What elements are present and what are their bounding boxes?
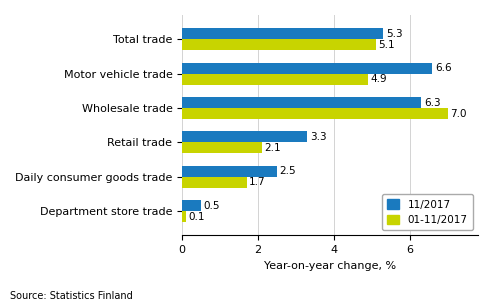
Text: 0.5: 0.5 [204, 201, 220, 211]
Bar [182, 166, 277, 177]
Bar [182, 131, 307, 143]
Text: 5.3: 5.3 [386, 29, 402, 39]
Bar [182, 108, 448, 119]
Text: 5.1: 5.1 [378, 40, 395, 50]
Legend: 11/2017, 01-11/2017: 11/2017, 01-11/2017 [382, 194, 473, 230]
Text: 4.9: 4.9 [371, 74, 387, 84]
Bar [182, 211, 186, 223]
Bar [182, 97, 421, 108]
Bar [182, 74, 368, 85]
Bar [182, 177, 246, 188]
Text: 2.1: 2.1 [264, 143, 281, 153]
Bar [182, 63, 432, 74]
Text: 7.0: 7.0 [450, 109, 467, 119]
X-axis label: Year-on-year change, %: Year-on-year change, % [264, 261, 396, 271]
Text: 3.3: 3.3 [310, 132, 326, 142]
Text: Source: Statistics Finland: Source: Statistics Finland [10, 291, 133, 301]
Bar [182, 143, 262, 154]
Bar [182, 200, 201, 211]
Bar [182, 28, 383, 39]
Text: 6.6: 6.6 [435, 63, 452, 73]
Text: 2.5: 2.5 [280, 166, 296, 176]
Bar [182, 39, 376, 50]
Text: 6.3: 6.3 [424, 98, 440, 108]
Text: 0.1: 0.1 [188, 212, 205, 222]
Text: 1.7: 1.7 [249, 178, 266, 188]
